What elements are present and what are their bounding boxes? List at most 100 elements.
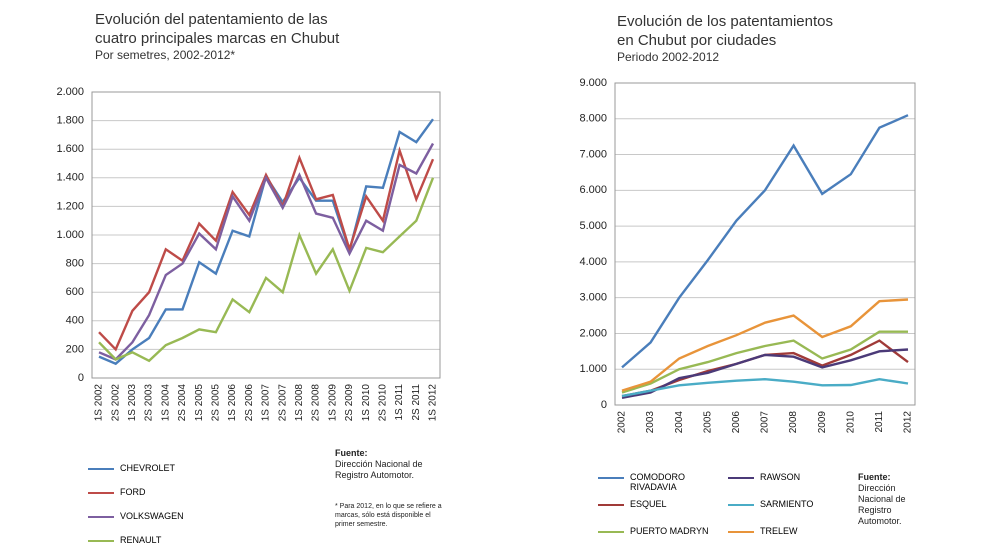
y-tick-label: 4.000 [579,256,607,268]
x-tick-label: 1S 2008 [294,384,305,422]
y-tick-label: 200 [66,343,84,355]
y-tick-label: 2.000 [56,86,84,98]
x-tick-label: 2007 [760,411,771,434]
y-tick-label: 1.200 [56,200,84,212]
chart-title: cuatro principales marcas en Chubut [95,30,340,47]
x-tick-label: 2005 [702,411,713,434]
legend-swatch [598,531,624,533]
x-tick-label: 1S 2004 [160,384,171,422]
source-label: Fuente: [858,472,933,483]
x-tick-label: 2010 [845,411,856,434]
legend-swatch [88,540,114,542]
source-text: Dirección Nacional de Registro Automotor… [335,459,445,481]
legend-item: ESQUEL [598,499,718,509]
source-label: Fuente: [335,448,445,459]
x-tick-label: 2002 [617,411,628,434]
y-tick-label: 1.800 [56,115,84,127]
legend-swatch [598,477,624,479]
x-tick-label: 2S 2008 [311,384,322,422]
x-tick-label: 2004 [674,411,685,434]
series-line [99,178,433,361]
y-tick-label: 1.600 [56,143,84,155]
legend-label: RENAULT [120,535,161,545]
y-tick-label: 3.000 [579,292,607,304]
x-tick-label: 2009 [817,411,828,434]
note: * Para 2012, en lo que se refiere a marc… [335,502,445,529]
x-tick-label: 1S 2002 [94,384,105,422]
chart-title: Evolución del patentamiento de las [95,11,328,28]
series-line [622,115,908,367]
x-tick-label: 2S 2007 [277,384,288,422]
x-tick-label: 1S 2009 [327,384,338,422]
x-tick-label: 1S 2011 [394,384,405,421]
source-text: Dirección Nacional de Registro Automotor… [858,483,933,527]
legend-swatch [728,504,754,506]
y-tick-label: 9.000 [579,77,607,89]
legend-item: TRELEW [728,526,848,536]
chart-title: Evolución de los patentamientos [617,13,833,30]
legend-swatch [88,468,114,470]
x-tick-label: 1S 2005 [194,384,205,422]
legend-swatch [728,477,754,479]
x-tick-label: 1S 2012 [428,384,439,422]
legend-item: SARMIENTO [728,499,848,509]
series-line [622,379,908,396]
x-tick-label: 2011 [874,411,885,433]
y-tick-label: 800 [66,258,84,270]
source: Fuente:Dirección Nacional de Registro Au… [335,448,445,481]
legend-item: RAWSON [728,472,848,482]
x-tick-label: 2008 [788,411,799,434]
x-tick-label: 2006 [731,411,742,434]
x-tick-label: 2S 2005 [211,384,222,422]
legend-swatch [728,531,754,533]
x-tick-label: 2012 [903,411,914,434]
x-tick-label: 2S 2003 [144,384,155,422]
chart-title: en Chubut por ciudades [617,32,776,49]
x-tick-label: 2S 2006 [244,384,255,422]
legend-swatch [598,504,624,506]
y-tick-label: 2.000 [579,327,607,339]
legend-item: PUERTO MADRYN [598,526,718,536]
x-tick-label: 2S 2002 [110,384,121,422]
y-tick-label: 600 [66,286,84,298]
x-tick-label: 2S 2010 [378,384,389,422]
y-tick-label: 6.000 [579,184,607,196]
y-tick-label: 7.000 [579,148,607,160]
legend-item: CHEVROLET [88,463,248,473]
legend-label: RAWSON [760,472,800,482]
y-tick-label: 1.000 [579,363,607,375]
series-line [99,119,433,364]
y-tick-label: 5.000 [579,220,607,232]
legend-label: COMODORO RIVADAVIA [630,472,718,492]
x-tick-label: 2S 2004 [177,384,188,422]
y-tick-label: 0 [601,399,607,411]
legend-label: ESQUEL [630,499,667,509]
legend-swatch [88,516,114,518]
x-tick-label: 2003 [645,411,656,434]
legend-label: SARMIENTO [760,499,813,509]
y-tick-label: 1.400 [56,172,84,184]
legend-item: COMODORO RIVADAVIA [598,472,718,492]
legend-label: PUERTO MADRYN [630,526,709,536]
legend-label: FORD [120,487,146,497]
series-line [622,332,908,393]
y-tick-label: 8.000 [579,113,607,125]
chart-subtitle: Por semetres, 2002-2012* [95,48,235,62]
chart-subtitle: Periodo 2002-2012 [617,50,719,64]
x-tick-label: 1S 2010 [361,384,372,422]
x-tick-label: 1S 2007 [261,384,272,422]
legend-item: FORD [88,487,248,497]
legend-swatch [88,492,114,494]
legend-item: RENAULT [88,535,248,545]
source: Fuente:Dirección Nacional de Registro Au… [858,472,933,527]
legend-label: CHEVROLET [120,463,175,473]
y-tick-label: 0 [78,372,84,384]
series-line [622,350,908,398]
y-tick-label: 1.000 [56,229,84,241]
legend-label: VOLKSWAGEN [120,511,184,521]
x-tick-label: 1S 2003 [127,384,138,422]
plot-frame [615,83,915,405]
legend-item: VOLKSWAGEN [88,511,248,521]
